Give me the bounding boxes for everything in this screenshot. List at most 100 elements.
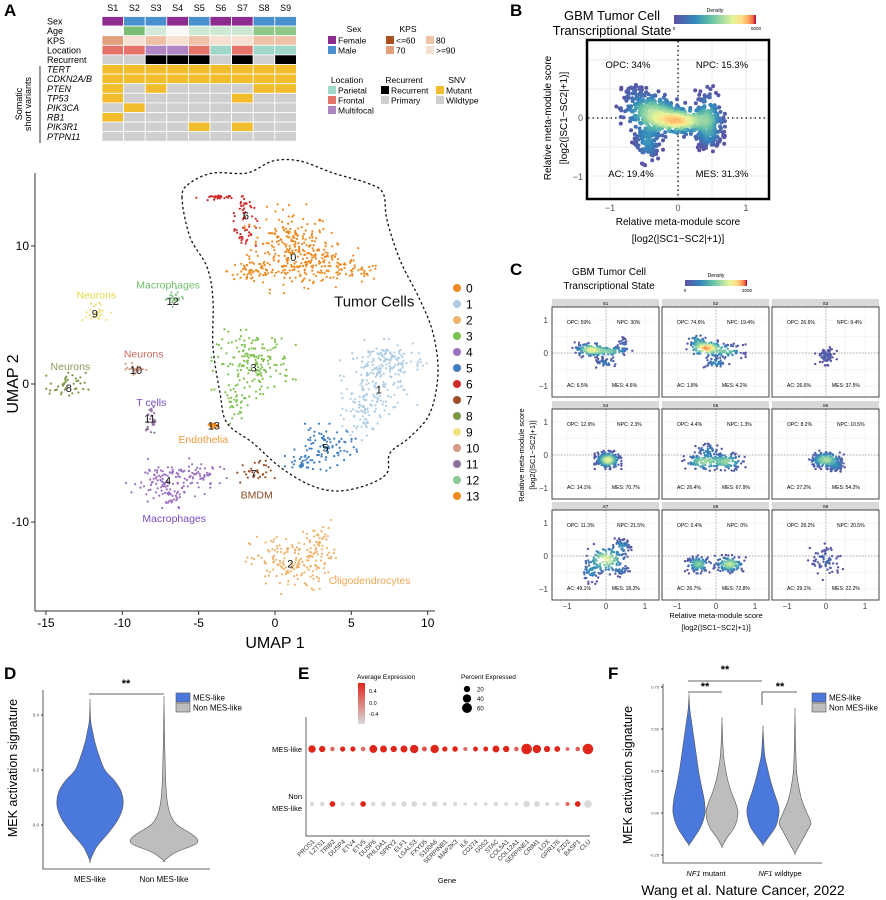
- umap-point: [355, 448, 358, 451]
- density-point: [708, 465, 711, 468]
- umap-point: [374, 367, 377, 370]
- umap-point: [350, 392, 353, 395]
- heatmap-cell: [209, 35, 233, 46]
- umap-point: [280, 363, 283, 366]
- umap-point: [293, 252, 296, 255]
- umap-point: [273, 340, 277, 343]
- density-point: [814, 362, 817, 366]
- umap-point: [301, 459, 304, 462]
- colorbar-max: 2000: [742, 288, 753, 293]
- umap-point: [330, 231, 333, 234]
- umap-point: [248, 369, 251, 372]
- legend-title-recurrent: Recurrent: [385, 75, 423, 85]
- y-axis-label: MEK activation signature: [6, 699, 20, 837]
- umap-point: [246, 556, 249, 559]
- heatmap-cell: [123, 102, 146, 113]
- umap-point: [237, 365, 240, 368]
- cluster-number: 9: [92, 309, 98, 321]
- density-point: [612, 356, 615, 359]
- density-point: [724, 553, 728, 557]
- colorbar-min: 0: [684, 288, 687, 293]
- umap-point: [239, 401, 242, 404]
- density-point: [604, 558, 608, 561]
- sample-header: S7: [237, 3, 248, 13]
- quadrant-mes: MES: 70.7%: [612, 485, 640, 491]
- umap-point: [321, 437, 324, 440]
- umap-point: [361, 389, 364, 392]
- density-point: [704, 365, 707, 368]
- umap-point: [149, 478, 152, 481]
- umap-point: [305, 273, 308, 276]
- umap-point: [326, 436, 330, 439]
- umap-point: [176, 481, 179, 484]
- umap-point: [361, 268, 364, 271]
- umap-point: [283, 254, 286, 257]
- umap-point: [338, 446, 341, 449]
- umap-point: [83, 381, 86, 384]
- umap-point: [374, 404, 377, 407]
- umap-point: [305, 559, 308, 562]
- umap-point: [231, 273, 234, 277]
- umap-point: [317, 422, 320, 425]
- density-point: [617, 348, 620, 351]
- umap-point: [365, 272, 369, 275]
- density-point: [630, 99, 635, 103]
- umap-point: [377, 357, 380, 360]
- umap-point: [171, 472, 174, 475]
- density-point: [601, 556, 604, 559]
- umap-point: [215, 343, 218, 346]
- density-point: [814, 467, 817, 471]
- umap-point: [227, 330, 230, 333]
- legend-label: Mutant: [446, 86, 473, 96]
- umap-point: [305, 537, 309, 540]
- umap-point: [309, 244, 312, 247]
- umap-point: [211, 427, 214, 430]
- density-point: [582, 343, 585, 346]
- umap-point: [298, 245, 301, 248]
- umap-point: [302, 218, 305, 221]
- umap-cluster-5: [283, 422, 359, 472]
- umap-point: [255, 368, 258, 372]
- panel-a-heatmap: [101, 16, 297, 142]
- umap-point: [355, 356, 359, 360]
- umap-point: [262, 360, 265, 363]
- legend-key: [453, 316, 461, 324]
- density-point: [604, 566, 608, 569]
- umap-point: [211, 467, 215, 470]
- heatmap-cell: [101, 16, 125, 27]
- umap-point: [369, 353, 372, 356]
- heatmap-cell: [231, 112, 254, 123]
- umap-point: [199, 474, 202, 477]
- heatmap-cell: [101, 112, 125, 123]
- umap-point: [306, 555, 309, 559]
- density-point: [712, 460, 716, 464]
- umap-point: [254, 240, 257, 243]
- legend-label: 3: [466, 330, 473, 344]
- umap-point: [265, 471, 268, 474]
- umap-point: [233, 263, 237, 267]
- density-point: [708, 446, 712, 450]
- umap-point: [200, 463, 203, 466]
- umap-point: [283, 242, 286, 245]
- density-point: [620, 464, 623, 467]
- umap-point: [309, 547, 312, 550]
- umap-point: [286, 262, 289, 265]
- panel-d-plot: [41, 690, 210, 870]
- umap-point: [225, 477, 228, 480]
- umap-point: [242, 226, 245, 229]
- umap-point: [131, 365, 134, 368]
- umap-point: [287, 215, 290, 218]
- umap-point: [242, 377, 246, 380]
- density-point: [692, 352, 696, 356]
- umap-point: [361, 387, 364, 390]
- umap-point: [252, 475, 255, 478]
- umap-point: [270, 336, 274, 340]
- density-point: [826, 568, 829, 571]
- y-tick-label: −1: [573, 172, 583, 182]
- umap-point: [160, 469, 163, 472]
- density-point: [636, 137, 641, 142]
- umap-point: [351, 352, 354, 355]
- umap-point: [151, 421, 154, 424]
- umap-point: [311, 459, 314, 462]
- umap-point: [285, 265, 288, 268]
